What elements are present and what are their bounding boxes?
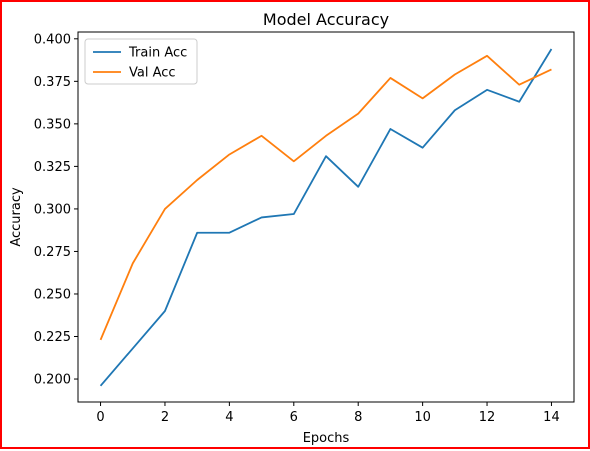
x-tick-label: 10	[414, 410, 431, 425]
x-tick-label: 4	[225, 410, 233, 425]
x-tick-label: 8	[354, 410, 362, 425]
y-tick-label: 0.250	[34, 287, 71, 302]
x-tick-label: 14	[543, 410, 560, 425]
y-axis-label: Accuracy	[9, 187, 24, 247]
legend-label: Train Acc	[128, 46, 187, 61]
series-line-train-acc	[99, 48, 553, 387]
series-line-val-acc	[99, 54, 552, 341]
y-tick-label: 0.400	[34, 32, 71, 47]
y-tick-label: 0.300	[34, 202, 71, 217]
x-axis: 0 2 4 6 8 10 12 14	[96, 402, 560, 425]
y-tick-label: 0.275	[34, 245, 71, 260]
legend: Train Acc Val Acc	[84, 38, 198, 85]
x-tick-label: 12	[479, 410, 496, 425]
legend-label: Val Acc	[129, 66, 176, 81]
series-lines	[99, 48, 553, 387]
x-tick-label: 6	[290, 410, 298, 425]
x-tick-label: 0	[96, 410, 104, 425]
y-tick-label: 0.375	[34, 75, 71, 90]
chart-title: Model Accuracy	[263, 10, 389, 29]
y-tick-label: 0.325	[34, 160, 71, 175]
y-axis: 0.200 0.225 0.250 0.275 0.300 0.325 0.350 0.375…	[34, 32, 78, 388]
y-tick-label: 0.350	[34, 117, 71, 132]
plot-area	[77, 31, 575, 403]
y-tick-label: 0.200	[34, 373, 71, 388]
x-tick-label: 2	[161, 410, 169, 425]
x-axis-label: Epochs	[303, 431, 350, 446]
y-tick-label: 0.225	[34, 330, 71, 345]
